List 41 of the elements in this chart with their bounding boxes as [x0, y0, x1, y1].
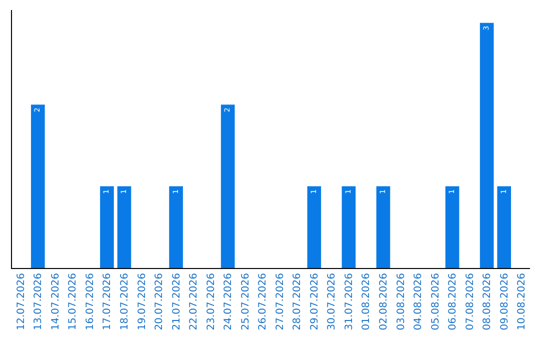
data-label: 1 [102, 189, 111, 194]
data-label: 1 [170, 189, 180, 194]
data-label: 1 [119, 189, 128, 194]
data-label: 3 [482, 26, 491, 30]
data-label: 1 [308, 189, 318, 194]
x-tick-label: 05.08.2026 [430, 273, 442, 330]
data-label: 1 [343, 189, 352, 194]
x-tick-label: 31.07.2026 [344, 273, 355, 330]
x-tick-label: 02.08.2026 [378, 273, 390, 330]
x-tick-label: 26.07.2026 [258, 273, 269, 330]
x-tick-label: 15.07.2026 [68, 273, 79, 330]
x-tick-label: 18.07.2026 [119, 273, 130, 330]
x-tick-label: 25.07.2026 [240, 273, 252, 330]
x-tick-label: 23.07.2026 [206, 273, 217, 330]
x-tick-label: 08.08.2026 [482, 273, 494, 330]
x-tick-label: 21.07.2026 [171, 273, 182, 330]
x-tick-label: 27.07.2026 [274, 273, 286, 330]
x-tick-label: 30.07.2026 [326, 273, 338, 330]
x-tick-label: 06.08.2026 [448, 273, 459, 330]
x-tick-label: 20.07.2026 [154, 273, 166, 330]
x-tick-label: 13.07.2026 [33, 273, 44, 330]
x-tick-label: 28.07.2026 [292, 273, 304, 330]
x-tick-label: 10.08.2026 [516, 273, 528, 330]
x-tick-label: 14.07.2026 [50, 273, 62, 330]
x-tick-label: 03.08.2026 [396, 273, 407, 330]
x-tick-label: 24.07.2026 [223, 273, 234, 330]
x-tick-label: 07.08.2026 [464, 273, 476, 330]
x-tick-label: 19.07.2026 [136, 273, 148, 330]
x-tick-label: 01.08.2026 [361, 273, 372, 330]
data-label: 2 [32, 108, 42, 112]
data-label: 1 [378, 189, 388, 194]
data-label: 1 [498, 189, 508, 194]
x-tick-label: 17.07.2026 [102, 273, 114, 330]
x-tick-label: 22.07.2026 [188, 273, 200, 330]
x-tick-label: 29.07.2026 [309, 273, 320, 330]
x-tick-label: 12.07.2026 [16, 273, 27, 330]
x-tick-label: 16.07.2026 [84, 273, 96, 330]
x-tick-label: 09.08.2026 [499, 273, 510, 330]
data-label: 1 [447, 189, 456, 194]
data-label: 2 [222, 108, 232, 112]
x-tick-label: 04.08.2026 [413, 273, 424, 330]
